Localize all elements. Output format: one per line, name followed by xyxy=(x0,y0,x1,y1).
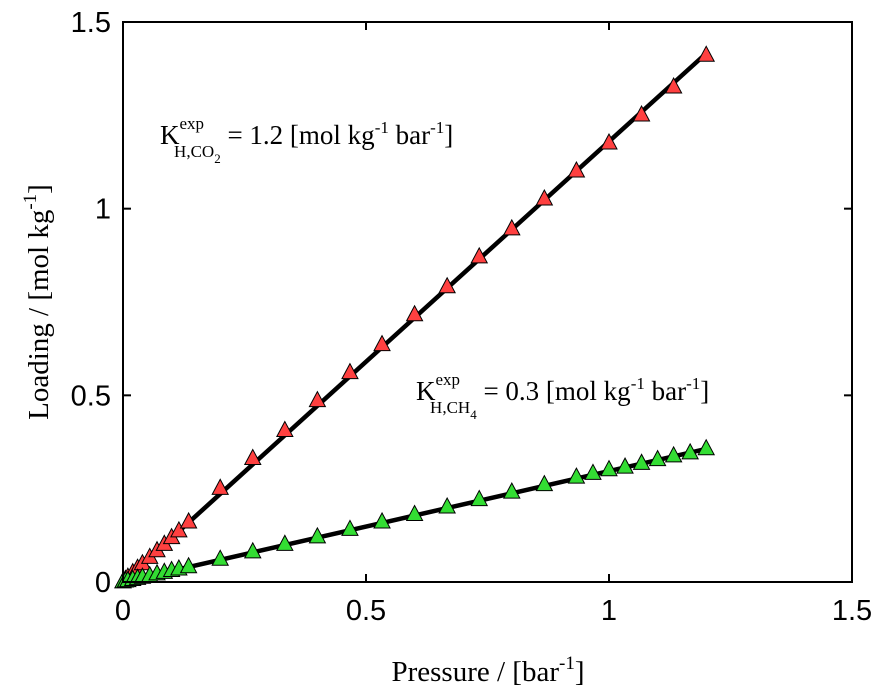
series-1-point xyxy=(341,519,359,536)
series-1-point xyxy=(470,489,489,507)
x-axis-label: Pressure / [bar-1] xyxy=(391,653,584,688)
series-0-point xyxy=(179,511,198,529)
series-0-point xyxy=(405,304,424,322)
series-1-point xyxy=(308,526,327,544)
series-0-point xyxy=(438,276,456,294)
x-tick-label: 1.5 xyxy=(832,595,872,627)
series-0-point xyxy=(664,76,683,94)
series-1-point xyxy=(664,445,683,463)
series-1-point xyxy=(211,549,230,566)
series-0-point xyxy=(373,334,391,352)
series-0-point xyxy=(535,188,554,206)
series-1-point xyxy=(276,534,294,551)
series-1-point xyxy=(243,541,262,559)
y-tick-label: 0 xyxy=(95,567,111,599)
series-1-point xyxy=(179,556,198,574)
y-tick-label: 1 xyxy=(95,194,111,226)
x-tick-label: 0 xyxy=(115,595,131,627)
series-0-point xyxy=(600,132,618,150)
y-tick-label: 0.5 xyxy=(71,380,111,412)
series-1-point xyxy=(648,449,667,467)
x-tick-label: 0.5 xyxy=(346,595,386,627)
series-1-point xyxy=(535,474,554,492)
series-0-point xyxy=(243,448,262,465)
series-1-point xyxy=(616,457,634,474)
series-1-point xyxy=(584,463,602,480)
data-markers xyxy=(114,45,716,589)
series-0-point xyxy=(276,420,294,437)
tick-labels: 0 0.5 1 1.5 0 0.5 1 1.5 xyxy=(71,7,872,627)
series-0-point xyxy=(632,104,651,122)
x-tick-label: 1 xyxy=(601,595,617,627)
series-1-point xyxy=(632,453,651,470)
series-0-point xyxy=(211,478,230,495)
series-0-point xyxy=(170,520,188,538)
series-1-point xyxy=(373,511,391,529)
co2-henry-constant-annotation: Kexp H,CO2 = 1.2 [mol kg-1 bar-1] xyxy=(160,114,453,166)
series-1-point xyxy=(600,459,618,477)
series-0-point xyxy=(308,390,327,408)
series-0-point xyxy=(470,246,489,264)
y-tick-label: 1.5 xyxy=(71,7,111,39)
series-0-point xyxy=(697,45,716,62)
series-1-point xyxy=(697,438,716,456)
series-1-point xyxy=(681,442,699,460)
series-1-point xyxy=(405,504,424,521)
series-0-point xyxy=(567,160,586,178)
series-1-point xyxy=(567,467,586,484)
series-0-point xyxy=(341,362,359,380)
ch4-henry-constant-annotation: Kexp H,CH4 = 0.3 [mol kg-1 bar-1] xyxy=(416,370,709,422)
series-1-point xyxy=(502,482,521,499)
plot-frame xyxy=(122,21,853,583)
axis-ticks xyxy=(122,21,853,583)
y-axis-label: Loading / [mol kg-1] xyxy=(20,184,55,420)
series-1-point xyxy=(438,496,456,514)
series-0-point xyxy=(502,218,521,236)
